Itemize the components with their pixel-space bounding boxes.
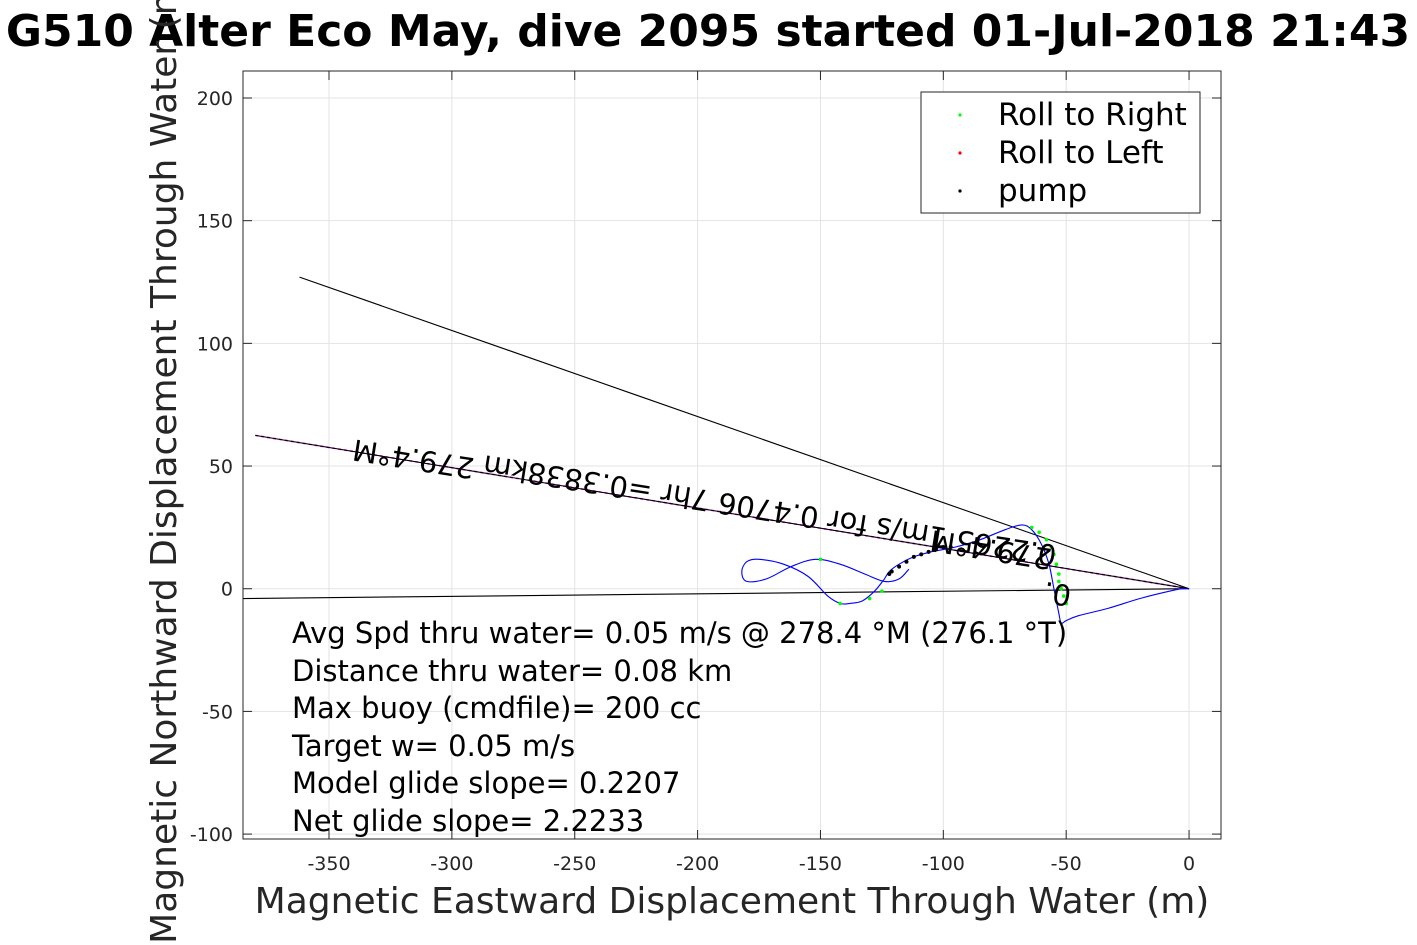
y-axis-label: Magnetic Northward Displacement Through … — [144, 0, 185, 944]
x-tick-label: -100 — [922, 853, 965, 875]
roll-right-point — [818, 557, 823, 562]
y-tick-label: 50 — [209, 456, 233, 478]
y-tick-label: 200 — [197, 88, 233, 110]
x-tick-label: -350 — [307, 853, 350, 875]
roll-right-point — [1029, 525, 1034, 530]
pump-point — [948, 545, 953, 550]
roll-right-point — [1061, 594, 1066, 598]
x-axis-label: Magnetic Eastward Displacement Through W… — [255, 881, 1210, 922]
heading-annotation: 0. — [1041, 575, 1074, 613]
legend: Roll to Right Roll to Left pump — [920, 91, 1201, 214]
annotation-distance: Distance thru water= 0.08 km — [292, 654, 732, 688]
pump-point — [887, 572, 892, 577]
legend-label-pump: pump — [998, 173, 1087, 209]
x-tick-label: 0 — [1183, 853, 1195, 875]
roll-right-point — [880, 589, 884, 593]
roll-right-point — [1064, 601, 1068, 606]
upper-line — [299, 276, 1190, 590]
roll-right-point — [1057, 579, 1061, 584]
pump-point — [889, 569, 894, 574]
pump-point — [941, 545, 946, 550]
annotation-target-w: Target w= 0.05 m/s — [291, 729, 575, 763]
pump-point — [897, 564, 902, 569]
x-tick-label: -300 — [430, 853, 473, 875]
legend-label-roll-right: Roll to Right — [998, 97, 1187, 133]
legend-marker-pump — [958, 189, 962, 193]
pump-point — [904, 559, 909, 564]
annotation-max-buoy: Max buoy (cmdfile)= 200 cc — [292, 691, 701, 725]
roll-right-point — [1059, 586, 1064, 591]
track-layer — [741, 524, 1190, 624]
roll-right-point — [1054, 562, 1059, 566]
y-tick-label: 100 — [197, 333, 233, 355]
roll-right-point — [1057, 572, 1061, 576]
roll-right-point — [1037, 530, 1041, 535]
legend-label-roll-left: Roll to Left — [998, 135, 1164, 171]
x-tick-label: -200 — [676, 853, 719, 875]
legend-box — [920, 91, 1201, 214]
y-tick-label: 0 — [221, 579, 233, 601]
plot-frame — [242, 70, 1222, 840]
pump-point — [919, 552, 924, 557]
x-tick-label: -250 — [553, 853, 596, 875]
roll-right-point — [1052, 552, 1056, 557]
y-tick-label: -100 — [190, 824, 233, 846]
legend-marker-roll-right — [958, 113, 962, 117]
x-tick-label: -150 — [799, 853, 842, 875]
pump-point — [911, 554, 916, 559]
glider-track — [741, 524, 1190, 624]
x-tick-label: -50 — [1051, 853, 1082, 875]
legend-marker-roll-left — [958, 151, 962, 155]
y-tick-label: 150 — [197, 211, 233, 233]
pump-point — [933, 547, 938, 552]
annotation-net-glide-slope: Net glide slope= 2.2233 — [292, 804, 644, 838]
roll-right-point — [838, 601, 842, 606]
roll-right-point — [1044, 537, 1049, 542]
y-tick-label: -50 — [202, 701, 233, 723]
pump-point — [926, 549, 931, 554]
annotation-block: Avg Spd thru water= 0.05 m/s @ 278.4 °M … — [291, 616, 1067, 838]
roll-right-point — [867, 596, 872, 601]
tick-marks: -350 -300 -250 -200 -150 -100 -50 0 -100 -50 0 50 10… — [190, 71, 1221, 875]
lower-line — [242, 588, 1190, 600]
chart-title: G510 Alter Eco May, dive 2095 started 01… — [6, 6, 1410, 57]
black-heading-line — [255, 434, 1190, 590]
annotation-avg-speed: Avg Spd thru water= 0.05 m/s @ 278.4 °M … — [292, 616, 1067, 650]
points-layer — [818, 525, 1068, 606]
annotation-model-glide-slope: Model glide slope= 0.2207 — [292, 766, 680, 800]
reference-lines — [242, 276, 1190, 600]
roll-right-point — [1049, 545, 1054, 549]
